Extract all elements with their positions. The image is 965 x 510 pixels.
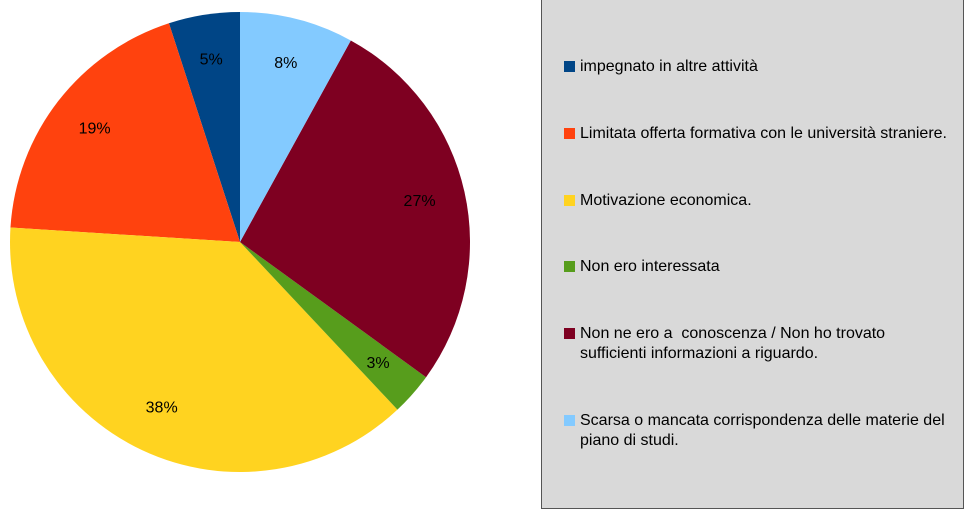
data-label: 5% [200, 51, 223, 68]
legend-swatch [564, 194, 575, 206]
legend-item: Non ne ero a conoscenza / Non ho trovato… [542, 324, 963, 364]
pie-slice [10, 23, 240, 242]
legend-item: Limitata offerta formativa con le univer… [542, 124, 963, 144]
pie-slice [240, 12, 351, 242]
legend-label: Limitata offerta formativa con le univer… [580, 124, 947, 142]
legend-label: Non ero interessata [580, 258, 720, 276]
pie-slice [240, 40, 470, 378]
legend-swatch [564, 127, 575, 139]
legend-item: impegnato in altre attività [542, 57, 963, 77]
legend-swatch [564, 328, 575, 340]
legend-swatch [564, 261, 575, 273]
pie-slice [168, 12, 240, 242]
legend-item: Non ero interessata [542, 257, 963, 277]
data-label: 38% [146, 400, 178, 417]
legend-label: Non ne ero a conoscenza / Non ho trovato… [580, 325, 890, 363]
pie-slice [9, 227, 398, 472]
legend-label: Motivazione economica. [580, 191, 752, 209]
data-label: 27% [404, 193, 436, 210]
legend-label: Scarsa o mancata corrispondenza delle ma… [580, 412, 950, 450]
legend-label: impegnato in altre attività [580, 57, 758, 75]
pie-slice [240, 242, 427, 410]
chart: 5% 19% 38% 3% 27% 8% [9, 12, 470, 472]
legend-item: Scarsa o mancata corrispondenza delle ma… [542, 411, 963, 451]
legend-item: Motivazione economica. [542, 191, 963, 211]
data-label: 8% [274, 55, 297, 72]
legend-swatch [564, 60, 575, 72]
data-label: 3% [366, 355, 389, 372]
data-label: 19% [79, 120, 111, 137]
legend-swatch [564, 415, 575, 427]
legend: impegnato in altre attività Limitata offe… [541, 0, 964, 509]
